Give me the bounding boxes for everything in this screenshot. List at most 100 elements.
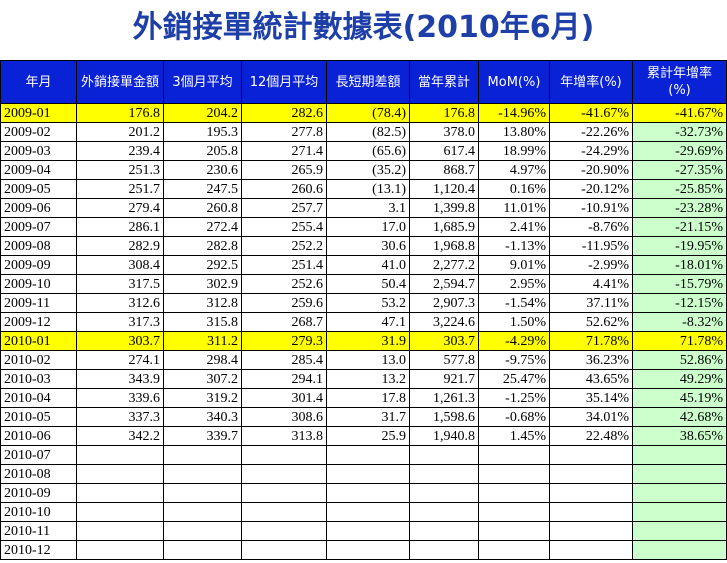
table-cell [241,502,327,522]
row-month-cell: 2010-01 [0,331,77,351]
table-cell: (82.5) [326,122,410,142]
table-cell: 3.1 [326,198,410,218]
table-cell: -25.85% [632,179,727,199]
table-row: 2010-12 [0,540,727,560]
table-cell: 230.6 [163,160,242,180]
table-cell: 342.2 [76,426,164,446]
table-cell: 868.7 [409,160,479,180]
table-cell: (35.2) [326,160,410,180]
table-cell: 176.8 [76,103,164,123]
table-cell: 43.65% [549,369,633,389]
table-cell: 312.6 [76,293,164,313]
row-month-cell: 2009-01 [0,103,77,123]
table-cell: 271.4 [241,141,327,161]
table-row: 2010-08 [0,464,727,484]
table-cell [76,502,164,522]
table-cell: 2.95% [478,274,550,294]
table-row: 2009-09 308.4 292.5 251.4 41.0 2,277.2 9.01% -2… [0,255,727,275]
table-cell: 303.7 [409,331,479,351]
table-cell: 308.6 [241,407,327,427]
table-cell: -15.79% [632,274,727,294]
table-cell: 319.2 [163,388,242,408]
table-cell: 3,224.6 [409,312,479,332]
table-cell: 2,594.7 [409,274,479,294]
table-cell: 259.6 [241,293,327,313]
table-cell: 35.14% [549,388,633,408]
table-cell: 31.7 [326,407,410,427]
table-cell: 1.50% [478,312,550,332]
table-cell: 286.1 [76,217,164,237]
table-cell: 268.7 [241,312,327,332]
table-row: 2009-03 239.4 205.8 271.4 (65.6) 617.4 18.99% -… [0,141,727,161]
table-cell: 277.8 [241,122,327,142]
table-row: 2010-10 [0,502,727,522]
table-row: 2010-01 303.7 311.2 279.3 31.9 303.7 -4.29% 71.… [0,331,727,351]
row-month-cell: 2010-12 [0,540,77,560]
table-cell: 17.0 [326,217,410,237]
table-cell: -22.26% [549,122,633,142]
table-cell: 301.4 [241,388,327,408]
table-cell [241,464,327,484]
table-row: 2010-02 274.1 298.4 285.4 13.0 577.8 -9.75% 36.… [0,350,727,370]
table-cell: 71.78% [549,331,633,351]
header-row: 年月 外銷接單金額 3個月平均 12個月平均 長短期差額 當年累計 MoM(%)… [0,60,727,104]
table-cell: 311.2 [163,331,242,351]
row-month-cell: 2009-09 [0,255,77,275]
table-cell [326,540,410,560]
header-cell: 年月 [0,60,77,104]
table-cell: -1.25% [478,388,550,408]
table-cell: 17.8 [326,388,410,408]
table-cell: 279.3 [241,331,327,351]
table-cell: 339.7 [163,426,242,446]
table-cell: 294.1 [241,369,327,389]
table-row: 2010-11 [0,521,727,541]
table-cell [549,464,633,484]
table-cell: 42.68% [632,407,727,427]
table-cell: 30.6 [326,236,410,256]
table-cell [76,445,164,465]
row-month-cell: 2009-05 [0,179,77,199]
table-cell [478,502,550,522]
table-cell: 337.3 [76,407,164,427]
table-cell: 41.0 [326,255,410,275]
table-cell [326,464,410,484]
table-cell: -8.76% [549,217,633,237]
table-cell: -8.32% [632,312,727,332]
table-cell [549,483,633,503]
table-cell: -19.95% [632,236,727,256]
table-cell: 71.78% [632,331,727,351]
table-cell: 1,261.3 [409,388,479,408]
table-cell [632,502,727,522]
table-cell: 49.29% [632,369,727,389]
table-row: 2009-02 201.2 195.3 277.8 (82.5) 378.0 13.80% -… [0,122,727,142]
table-cell [478,540,550,560]
table-cell: 251.3 [76,160,164,180]
table-cell: 317.5 [76,274,164,294]
table-cell: 312.8 [163,293,242,313]
table-cell [409,445,479,465]
table-cell: 36.23% [549,350,633,370]
table-cell: 247.5 [163,179,242,199]
row-month-cell: 2009-04 [0,160,77,180]
table-cell: 37.11% [549,293,633,313]
table-cell: 1,940.8 [409,426,479,446]
row-month-cell: 2009-02 [0,122,77,142]
table-cell [409,540,479,560]
table-cell [632,540,727,560]
header-cell: 累計年增率(%) [632,60,727,104]
table-row: 2009-10 317.5 302.9 252.6 50.4 2,594.7 2.95% 4.… [0,274,727,294]
table-cell: 34.01% [549,407,633,427]
table-cell: -4.29% [478,331,550,351]
table-cell [76,540,164,560]
table-cell: 292.5 [163,255,242,275]
table-cell [326,483,410,503]
table-cell [241,540,327,560]
table-cell [326,521,410,541]
table-cell [163,483,242,503]
table-cell: 260.6 [241,179,327,199]
table-cell: 1.45% [478,426,550,446]
table-cell: -11.95% [549,236,633,256]
table-cell: 1,685.9 [409,217,479,237]
table-cell: -20.90% [549,160,633,180]
table-cell: -12.15% [632,293,727,313]
